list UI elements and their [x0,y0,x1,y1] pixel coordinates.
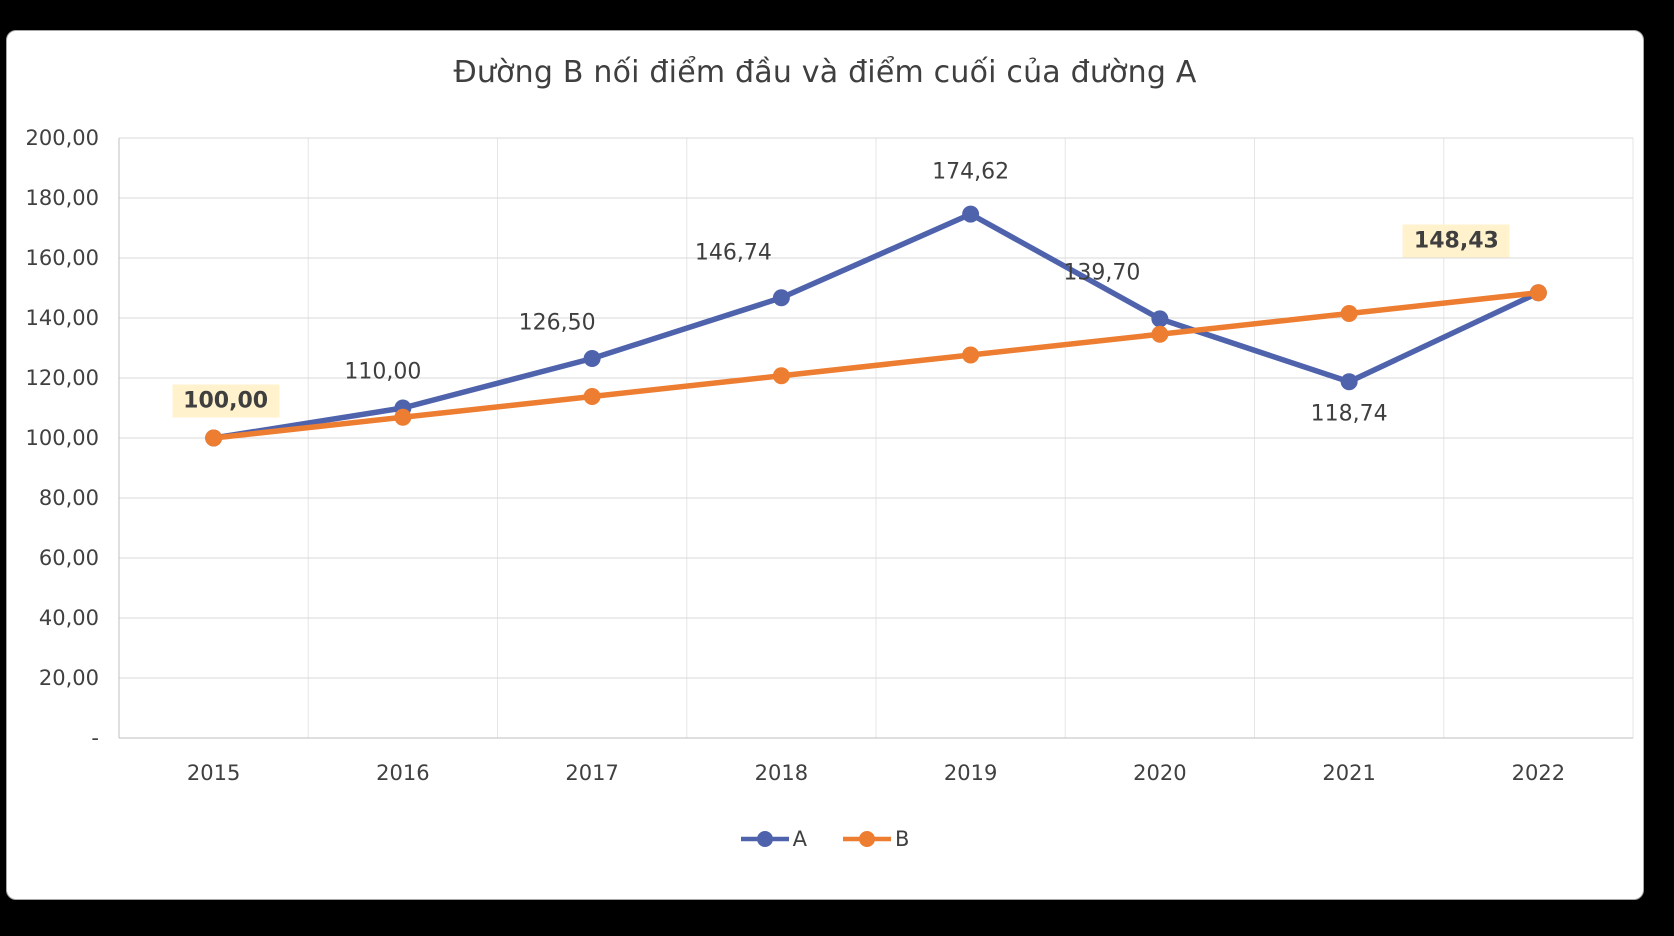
y-tick-label: 160,00 [25,246,99,270]
legend-label: A [792,827,807,851]
y-tick-label: 100,00 [25,426,99,450]
data-label: 118,74 [1310,401,1388,427]
y-tick-label: 180,00 [25,186,99,210]
plot-area: 100,00 110,00 126,50 146,74 174,62 139,70 118,… [118,137,1634,739]
legend-label: B [894,827,910,851]
legend-marker-icon [740,831,789,847]
x-tick-label: 2021 [1322,761,1376,785]
series-A-marker [1151,310,1169,328]
series-B-marker [1151,325,1169,343]
y-tick-label: 200,00 [25,126,99,150]
series-B-line [210,289,1542,441]
series-A-marker [1340,373,1358,391]
data-label: 174,62 [932,159,1010,185]
y-tick-label: 120,00 [25,366,99,390]
legend-marker-icon [842,831,891,847]
legend-item-A: A [740,827,807,851]
x-tick-label: 2017 [565,761,619,785]
series-B-marker [1529,284,1547,302]
x-tick-label: 2020 [1133,761,1187,785]
chart-canvas [118,137,1634,739]
data-label: 148,43 [1402,224,1510,258]
data-label: 110,00 [344,359,422,385]
series-A-marker [772,289,790,307]
series-B-marker [583,387,601,405]
series-B-marker [1340,304,1358,322]
series-B-marker [205,429,223,447]
series-B-marker [962,346,980,364]
data-label: 146,74 [694,240,772,266]
y-tick-label: 80,00 [38,486,99,510]
x-tick-label: 2018 [754,761,809,785]
x-tick-label: 2022 [1511,761,1566,785]
y-tick-label: 40,00 [38,606,99,630]
y-tick-label: - [91,726,99,750]
chart-card: Đường B nối điểm đầu và điểm cuối của đư… [6,30,1644,900]
series-B-marker [394,408,412,426]
y-axis-labels: - 20,00 40,00 60,00 80,00 100,00 120,00 140,00 1… [7,126,107,750]
data-label: 100,00 [172,384,280,418]
x-tick-label: 2015 [186,761,241,785]
legend-item-B: B [842,827,910,851]
series-A-marker [962,205,980,223]
series-B-marker [772,367,790,385]
series-A-marker [583,350,601,367]
x-tick-label: 2019 [943,761,998,785]
y-tick-label: 140,00 [25,306,99,330]
data-label: 139,70 [1063,260,1141,286]
chart-title: Đường B nối điểm đầu và điểm cuối của đư… [453,55,1197,90]
series-A-line [210,211,1542,441]
y-tick-label: 60,00 [38,546,99,570]
data-label: 126,50 [518,310,596,335]
x-tick-label: 2016 [376,761,430,785]
x-axis-labels: 2015 2016 2017 2018 2019 2020 2021 2022 [119,761,1633,797]
y-tick-label: 20,00 [38,666,99,690]
